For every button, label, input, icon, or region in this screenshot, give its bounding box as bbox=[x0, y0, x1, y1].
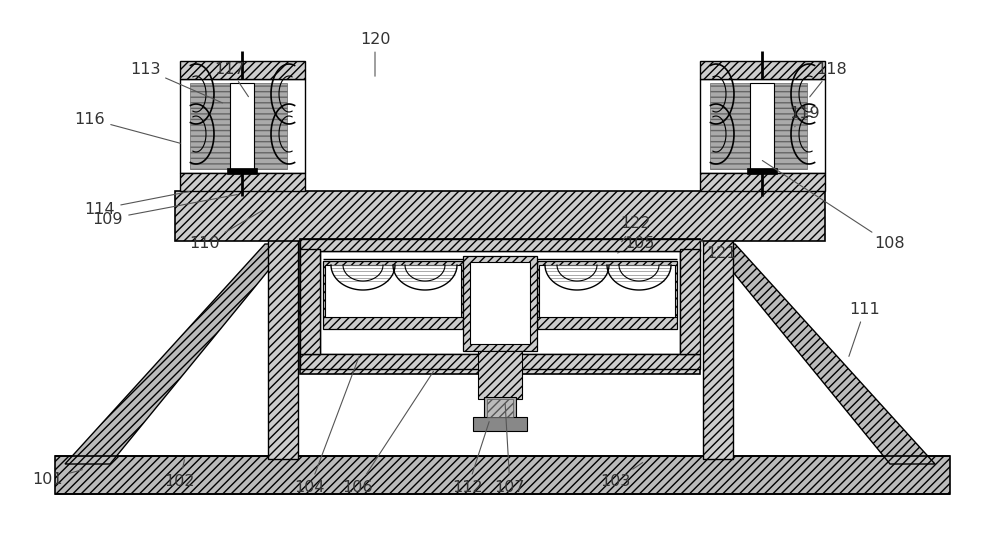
Bar bbox=[710, 83, 755, 169]
Text: 106: 106 bbox=[343, 371, 433, 495]
Text: 108: 108 bbox=[762, 160, 905, 251]
Text: 112: 112 bbox=[453, 422, 489, 495]
Bar bbox=[700, 61, 825, 79]
Bar bbox=[227, 168, 257, 174]
Bar bbox=[300, 312, 700, 374]
Bar bbox=[700, 79, 825, 173]
Bar bbox=[747, 168, 777, 174]
Bar bbox=[323, 261, 463, 329]
Bar bbox=[325, 265, 461, 317]
Bar bbox=[750, 83, 774, 169]
Bar bbox=[318, 251, 682, 301]
Bar bbox=[180, 173, 305, 191]
Text: 122: 122 bbox=[620, 216, 650, 242]
Text: 101: 101 bbox=[33, 470, 82, 486]
Text: 107: 107 bbox=[495, 404, 525, 495]
Polygon shape bbox=[65, 244, 290, 464]
Text: 109: 109 bbox=[93, 194, 237, 227]
Polygon shape bbox=[710, 244, 935, 464]
Bar bbox=[473, 417, 527, 431]
Bar bbox=[318, 311, 682, 361]
Bar bbox=[478, 351, 522, 399]
Bar bbox=[230, 83, 254, 169]
Bar bbox=[484, 397, 516, 419]
Bar bbox=[300, 239, 700, 314]
Text: 102: 102 bbox=[165, 460, 195, 489]
Bar bbox=[539, 265, 675, 317]
Bar bbox=[537, 261, 677, 329]
Text: 111: 111 bbox=[849, 301, 880, 356]
Bar bbox=[470, 262, 530, 344]
Text: 104: 104 bbox=[295, 357, 359, 495]
Bar bbox=[300, 249, 320, 354]
Text: 118: 118 bbox=[810, 61, 847, 97]
Bar bbox=[175, 191, 825, 241]
Bar bbox=[680, 249, 700, 354]
Bar bbox=[463, 256, 537, 351]
Text: 120: 120 bbox=[360, 31, 390, 76]
Text: 113: 113 bbox=[130, 61, 222, 103]
Bar bbox=[762, 83, 807, 169]
Bar bbox=[703, 229, 733, 459]
Bar bbox=[190, 83, 235, 169]
Bar bbox=[320, 251, 680, 354]
Text: 105: 105 bbox=[618, 237, 655, 253]
Text: 119: 119 bbox=[790, 107, 820, 127]
Text: 114: 114 bbox=[85, 192, 189, 216]
Text: 110: 110 bbox=[190, 210, 263, 251]
Bar bbox=[180, 61, 305, 79]
Bar bbox=[300, 239, 700, 251]
Bar bbox=[242, 83, 287, 169]
Bar bbox=[268, 229, 298, 459]
Bar bbox=[180, 79, 305, 173]
Text: 116: 116 bbox=[75, 111, 180, 143]
Text: 103: 103 bbox=[600, 463, 643, 489]
Bar bbox=[300, 354, 700, 369]
Text: 117: 117 bbox=[215, 61, 248, 97]
Text: 121: 121 bbox=[700, 240, 737, 261]
Bar bbox=[700, 173, 825, 191]
Bar bbox=[55, 456, 950, 494]
Bar bbox=[487, 399, 513, 417]
